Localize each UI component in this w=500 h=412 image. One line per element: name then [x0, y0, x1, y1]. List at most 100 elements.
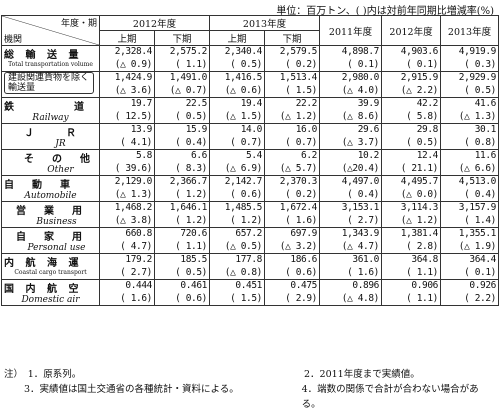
value-cell: 2,980.0 (△ 4.0): [319, 71, 382, 98]
value-cell: 2,579.5( 0.2): [264, 45, 320, 72]
volume-value: 15.9: [185, 124, 208, 136]
footnotes: 注） 1．原系列。 2．2011年度まで実績値。 3．実績値は国土交通省の各種統計…: [4, 367, 496, 412]
volume-value: 0.451: [235, 280, 262, 292]
volume-value: 660.8: [125, 228, 152, 240]
change-rate: ( 0.3): [464, 58, 496, 70]
change-rate: ( 0.5): [406, 136, 438, 148]
change-rate: ( 0.2): [285, 188, 317, 200]
change-rate: ( 0.5): [175, 266, 207, 278]
row-label: 内 航 海 運 Coastal cargo transport: [1, 253, 100, 280]
table-row: 内 航 海 運 Coastal cargo transport 179.2( 2.7…: [1, 253, 499, 280]
row-label-jp: 鉄 道: [4, 102, 88, 113]
table-row: 建設関連貨物を除く輸送量 1,424.9 (△ 3.6) 1,491.0 (△ 0.7)…: [1, 71, 499, 98]
value-cell: 720.6( 1.1): [154, 227, 210, 254]
row-label-en: Coastal cargo transport: [14, 269, 87, 276]
volume-value: 2,142.7: [224, 176, 263, 188]
volume-value: 0.926: [469, 280, 496, 292]
change-rate: ( 5.8): [406, 110, 438, 122]
table-row: そ の 他 Other 5.8( 39.6) 6.6( 8.3) 5.4 (△ 6.9) 6…: [1, 149, 499, 176]
change-rate: ( 0.8): [464, 136, 496, 148]
row-label-en: Domestic air: [21, 295, 80, 305]
note-1: 注） 1．原系列。: [4, 369, 82, 380]
value-cell: 30.1( 0.8): [440, 123, 499, 150]
volume-value: 2,579.5: [279, 46, 318, 58]
value-cell: 1,468.2 (△ 3.8): [99, 201, 155, 228]
value-cell: 2,915.9 (△ 2.2): [381, 71, 441, 98]
change-rate: ( 1.6): [285, 214, 317, 226]
corner-top-label: 年度・期: [60, 19, 97, 29]
change-rate: ( 0.7): [285, 136, 317, 148]
corner-header: 年度・期 機関: [1, 15, 100, 46]
change-rate: (△ 1.5): [224, 110, 263, 122]
value-cell: 1,646.1( 1.2): [154, 201, 210, 228]
value-cell: 179.2( 2.7): [99, 253, 155, 280]
change-rate: (△ 3.2): [279, 240, 318, 252]
change-rate: ( 1.5): [285, 84, 317, 96]
change-rate: ( 1.1): [406, 292, 438, 304]
change-rate: (△ 0.9): [114, 58, 153, 70]
volume-value: 42.2: [416, 98, 439, 110]
header-2013-h1: 上期: [209, 30, 265, 46]
volume-value: 361.0: [352, 254, 379, 266]
value-cell: 1,485.5( 1.2): [209, 201, 265, 228]
volume-value: 3,153.1: [341, 202, 380, 214]
change-rate: (△ 8.6): [341, 110, 380, 122]
change-rate: ( 8.3): [175, 162, 207, 174]
value-cell: 364.8( 1.1): [381, 253, 441, 280]
value-cell: 4,495.7 (△ 0.0): [381, 175, 441, 202]
change-rate: (△ 3.7): [341, 136, 380, 148]
value-cell: 0.451( 1.5): [209, 279, 265, 306]
row-label-en: Railway: [32, 113, 69, 123]
change-rate: ( 0.1): [406, 58, 438, 70]
volume-value: 4,919.9: [458, 46, 497, 58]
volume-value: 22.5: [185, 98, 208, 110]
change-rate: (△ 1.2): [279, 110, 318, 122]
volume-value: 0.896: [352, 280, 379, 292]
value-cell: 12.4( 21.1): [381, 149, 441, 176]
value-cell: 361.0( 1.6): [319, 253, 382, 280]
row-label: 鉄 道 Railway: [1, 97, 100, 124]
change-rate: (△ 1.2): [400, 214, 439, 226]
change-rate: ( 0.7): [230, 136, 262, 148]
volume-value: 1,343.9: [341, 228, 380, 240]
change-rate: (△ 1.3): [458, 110, 497, 122]
change-rate: ( 0.5): [175, 110, 207, 122]
change-rate: (△ 1.3): [114, 188, 153, 200]
volume-value: 2,328.4: [114, 46, 153, 58]
change-rate: (△ 4.7): [341, 240, 380, 252]
header-fy2013-total: 2013年度: [440, 15, 499, 46]
volume-value: 1,513.4: [279, 72, 318, 84]
volume-value: 1,381.4: [400, 228, 439, 240]
header-2012-h2: 下期: [154, 30, 210, 46]
volume-value: 3,114.3: [400, 202, 439, 214]
row-label-jp: 自 動 車: [4, 180, 74, 191]
value-cell: 1,343.9 (△ 4.7): [319, 227, 382, 254]
volume-value: 1,672.4: [279, 202, 318, 214]
value-cell: 29.8( 0.5): [381, 123, 441, 150]
change-rate: (△ 0.7): [169, 84, 208, 96]
change-rate: ( 1.6): [347, 266, 379, 278]
value-cell: 660.8( 4.7): [99, 227, 155, 254]
change-rate: (△ 2.2): [400, 84, 439, 96]
volume-value: 2,575.2: [169, 46, 208, 58]
volume-value: 14.0: [240, 124, 263, 136]
value-cell: 186.6( 0.6): [264, 253, 320, 280]
note-4: 4．端数の関係で合計が合わない場合がある。: [301, 384, 479, 410]
value-cell: 4,919.9( 0.3): [440, 45, 499, 72]
header-2012-h1: 上期: [99, 30, 155, 46]
change-rate: (△ 3.8): [114, 214, 153, 226]
value-cell: 3,157.9( 1.4): [440, 201, 499, 228]
row-label-en: Total transportation volume: [8, 61, 93, 68]
volume-value: 2,340.4: [224, 46, 263, 58]
volume-value: 29.8: [416, 124, 439, 136]
change-rate: (△ 0.0): [400, 188, 439, 200]
change-rate: ( 1.1): [406, 266, 438, 278]
row-label-jp: 建設関連貨物を除く輸送量: [4, 72, 94, 94]
volume-value: 4,903.6: [400, 46, 439, 58]
volume-value: 0.906: [411, 280, 438, 292]
volume-value: 19.7: [130, 98, 153, 110]
value-cell: 1,416.5 (△ 0.6): [209, 71, 265, 98]
volume-value: 177.8: [235, 254, 262, 266]
value-cell: 4,903.6( 0.1): [381, 45, 441, 72]
value-cell: 2,129.0 (△ 1.3): [99, 175, 155, 202]
